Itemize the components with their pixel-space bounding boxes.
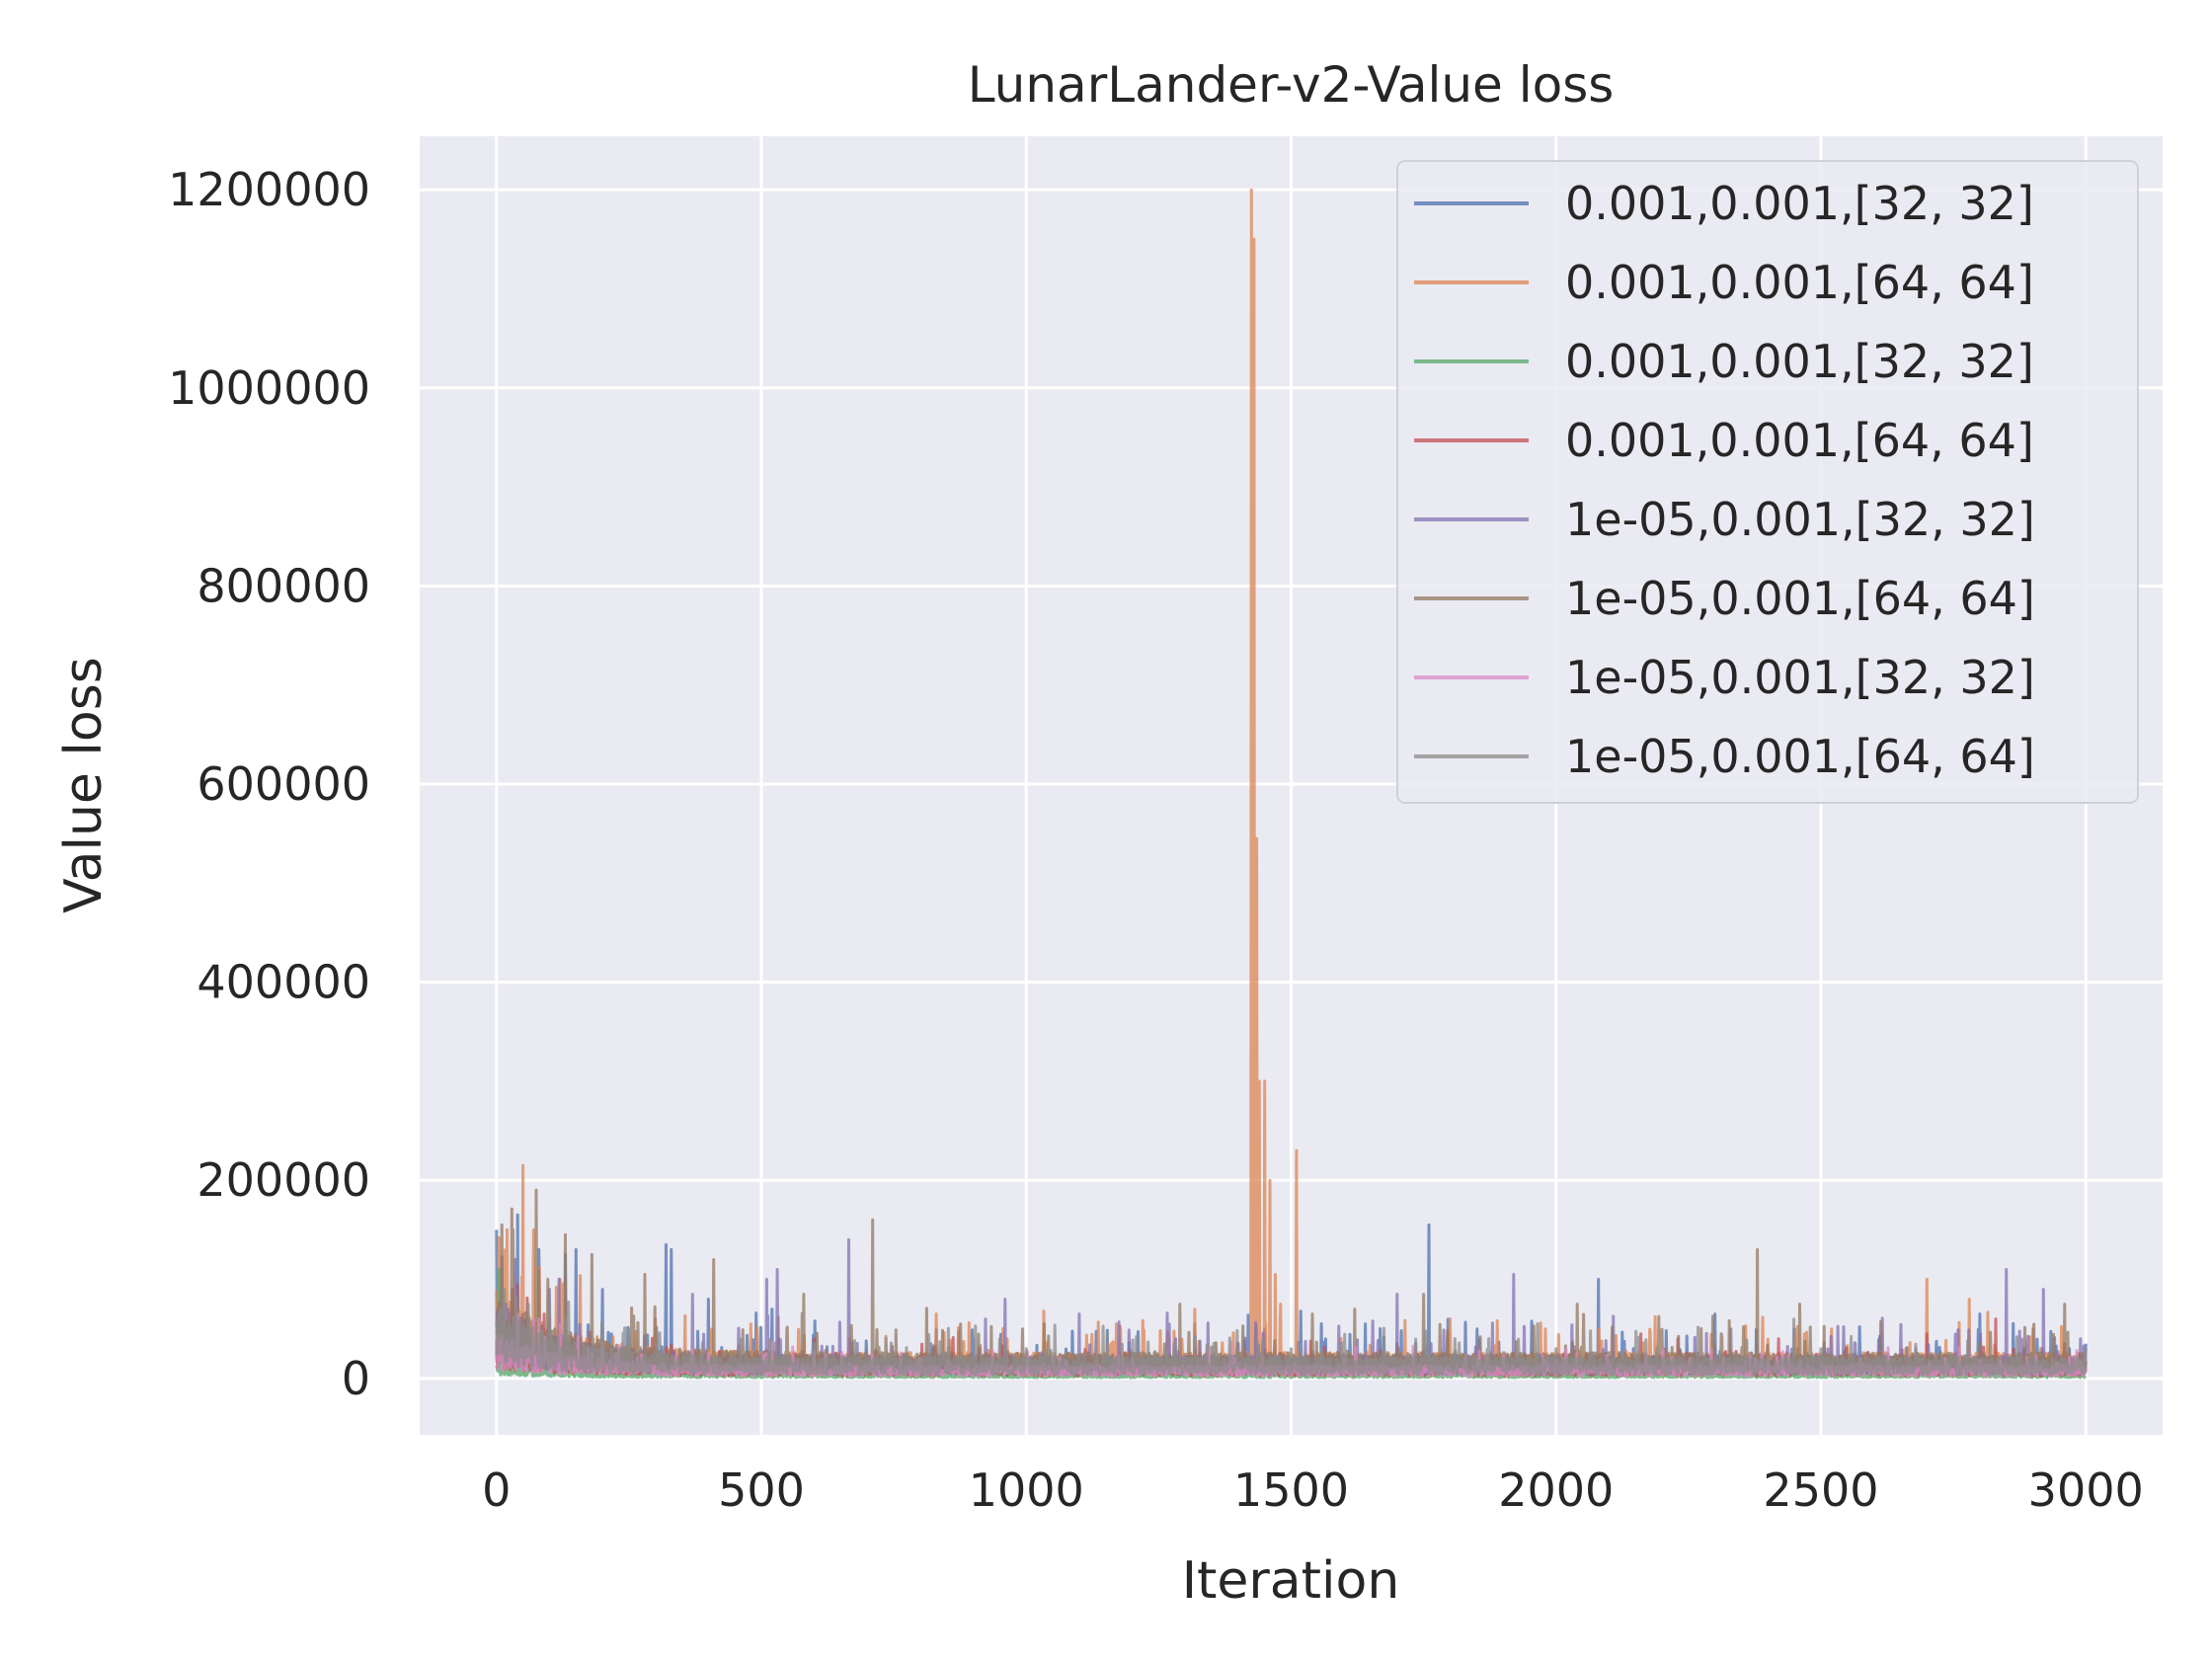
y-tick-label: 800000 <box>197 559 370 612</box>
x-tick-label: 1000 <box>969 1463 1084 1517</box>
chart-title: LunarLander-v2-Value loss <box>968 56 1615 114</box>
y-tick-label: 0 <box>342 1352 370 1405</box>
legend-label: 0.001,0.001,[32, 32] <box>1565 335 2034 388</box>
series-line <box>495 1288 2088 1377</box>
x-tick-label: 3000 <box>2028 1463 2144 1517</box>
legend-label: 0.001,0.001,[64, 64] <box>1565 256 2034 309</box>
y-tick-label: 600000 <box>197 757 370 811</box>
x-axis-label: Iteration <box>1182 1551 1400 1611</box>
x-tick-label: 500 <box>718 1463 805 1517</box>
legend-label: 1e-05,0.001,[64, 64] <box>1565 730 2035 783</box>
legend-label: 0.001,0.001,[32, 32] <box>1565 177 2034 230</box>
legend-label: 1e-05,0.001,[64, 64] <box>1565 572 2035 625</box>
x-tick-labels: 0 500 1000 1500 2000 2500 3000 <box>482 1463 2144 1517</box>
legend-label: 0.001,0.001,[64, 64] <box>1565 414 2034 467</box>
y-tick-label: 1000000 <box>168 361 370 415</box>
y-tick-labels: 0 200000 400000 600000 800000 1000000 1200000 <box>168 163 370 1405</box>
legend-label: 1e-05,0.001,[32, 32] <box>1565 651 2035 704</box>
y-tick-label: 200000 <box>197 1153 370 1207</box>
x-tick-label: 1500 <box>1233 1463 1349 1517</box>
legend-box <box>1396 160 2139 804</box>
legend: 0.001,0.001,[32, 32] 0.001,0.001,[64, 64]… <box>1396 160 2139 804</box>
x-tick-label: 2000 <box>1498 1463 1614 1517</box>
x-tick-label: 2500 <box>1763 1463 1878 1517</box>
x-tick-label: 0 <box>482 1463 511 1517</box>
series-layer <box>495 188 2088 1380</box>
y-axis-label: Value loss <box>54 657 114 913</box>
y-tick-label: 400000 <box>197 956 370 1009</box>
legend-label: 1e-05,0.001,[32, 32] <box>1565 493 2035 546</box>
y-tick-label: 1200000 <box>168 163 370 216</box>
